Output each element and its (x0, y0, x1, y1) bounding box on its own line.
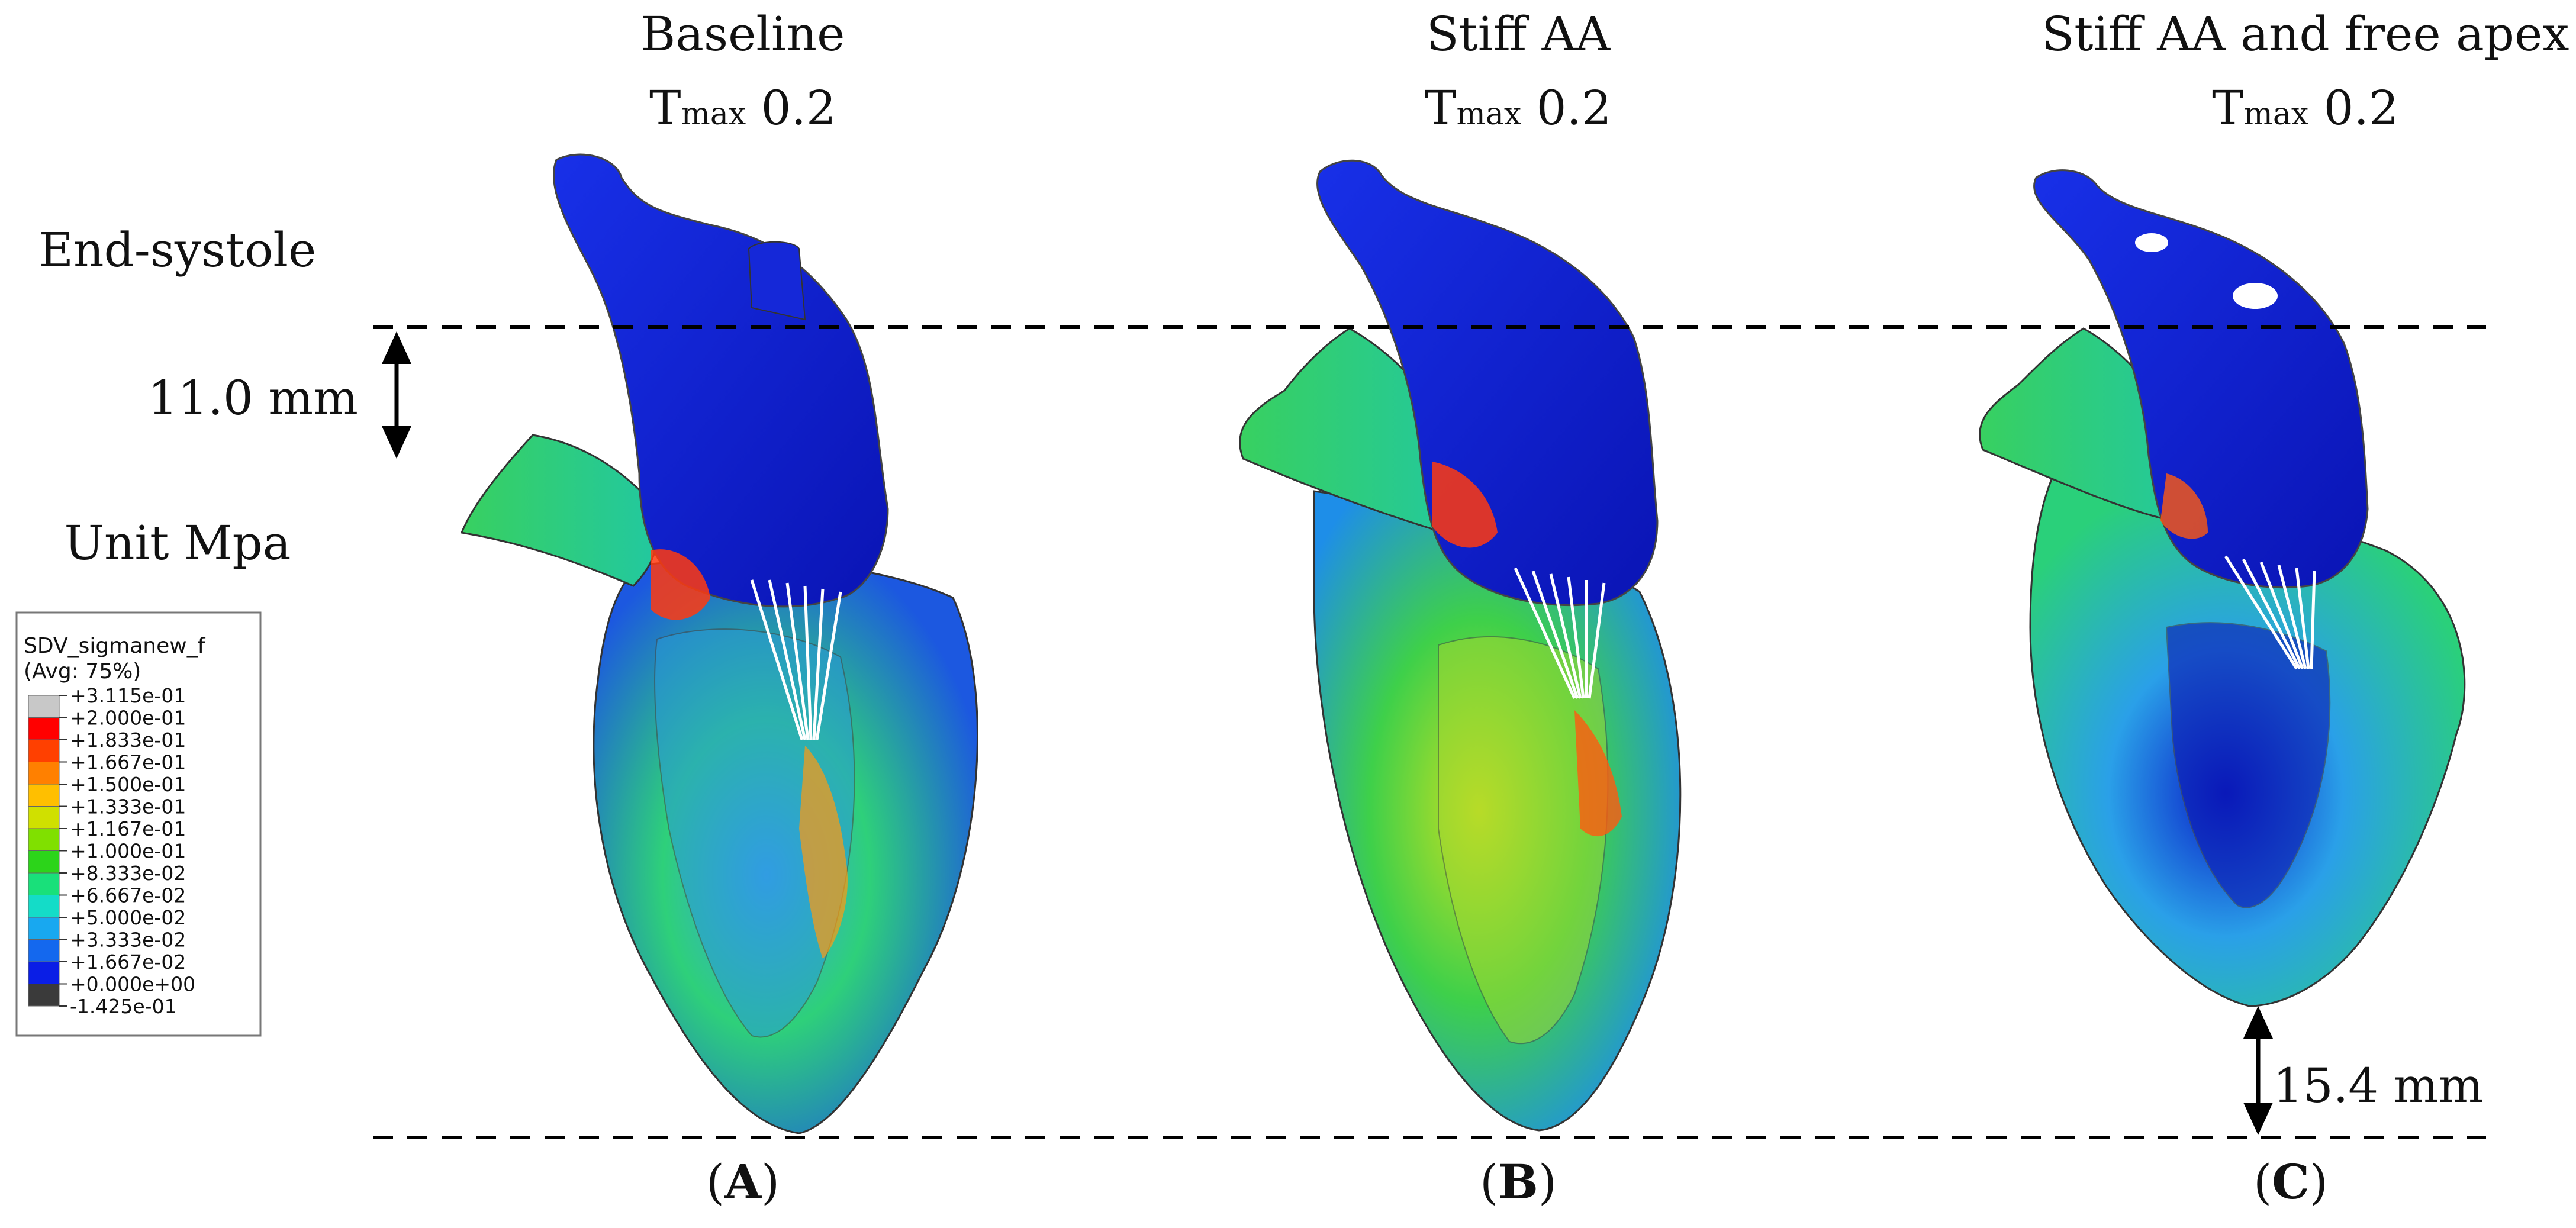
legend-label-7: +1.000e-01 (70, 840, 186, 863)
panel-label-0: (A) (706, 1154, 780, 1210)
legend-swatch-10 (28, 917, 60, 940)
legend-label-1: +2.000e-01 (70, 707, 186, 730)
panel-subtitle-2: Tmax 0.2 (2212, 80, 2399, 136)
heart-b-septal-hot (1574, 710, 1622, 837)
heart-a-aortic-branch (748, 241, 806, 321)
heart-a-chordae (750, 579, 842, 740)
tmax-value: 0.2 (2308, 80, 2399, 136)
legend-label-12: +1.667e-02 (70, 950, 186, 974)
heart-c-aorta (2033, 169, 2369, 589)
panel-label-open: ( (1480, 1155, 1498, 1210)
legend-swatch-3 (28, 762, 60, 785)
heart-c-inner-wall (2165, 622, 2331, 908)
bottom-arrow-head-down (2243, 1103, 2273, 1135)
legend-swatch-1 (28, 717, 60, 740)
heart-a-hotspot (651, 549, 710, 620)
top-measurement: 11.0 mm (148, 331, 411, 459)
legend-swatch-4 (28, 784, 60, 807)
legend-label-13: +0.000e+00 (70, 973, 195, 996)
legend-swatch-5 (28, 806, 60, 829)
unit-label: Unit Mpa (65, 515, 291, 571)
panel-label-close: ) (2310, 1155, 2328, 1210)
legend-label-2: +1.833e-01 (70, 729, 186, 752)
panel-title-1: Stiff AA (1427, 7, 1611, 62)
stress-legend: SDV_sigmanew_f (Avg: 75%) +3.115e-01+2.0… (15, 611, 262, 1037)
tmax-symbol: T (1425, 80, 1456, 136)
legend-swatch-0 (28, 695, 60, 718)
legend-swatch-2 (28, 739, 60, 762)
panel-subtitle-0: Tmax 0.2 (649, 80, 836, 136)
heart-c-chordae (2224, 555, 2316, 670)
heart-model-c (1979, 169, 2466, 1007)
panel-subtitle-1: Tmax 0.2 (1425, 80, 1612, 136)
heart-a-aorta (553, 153, 889, 608)
heart-c-hotspot (2160, 473, 2208, 539)
legend-label-0: +3.115e-01 (70, 684, 186, 707)
legend-label-4: +1.500e-01 (70, 773, 186, 796)
top-arrow-head-down (382, 426, 411, 459)
heart-b-chordae (1514, 567, 1606, 700)
legend-label-3: +1.667e-01 (70, 751, 186, 774)
panel-label-letter: C (2272, 1154, 2310, 1210)
bottom-measurement: 15.4 mm (2243, 1006, 2483, 1135)
legend-swatch-8 (28, 872, 60, 895)
legend-swatch-7 (28, 850, 60, 874)
heart-b-aorta (1316, 159, 1659, 607)
legend-title: SDV_sigmanew_f (24, 634, 206, 658)
legend-swatch-13 (28, 984, 60, 1007)
tmax-value: 0.2 (746, 80, 836, 136)
top-arrow-head-up (382, 331, 411, 364)
panel-title-0: Baseline (641, 7, 845, 62)
tmax-value: 0.2 (1521, 80, 1612, 136)
heart-b-inner-wall (1438, 636, 1609, 1045)
legend-label-14: -1.425e-01 (70, 995, 177, 1018)
panel-label-1: (B) (1480, 1154, 1557, 1210)
heart-c-aorta-hole-2 (2233, 283, 2278, 309)
bottom-measurement-label: 15.4 mm (2273, 1058, 2483, 1113)
heart-model-a (460, 153, 978, 1134)
legend-label-9: +6.667e-02 (70, 884, 186, 907)
phase-label: End-systole (39, 223, 317, 278)
legend-swatch-6 (28, 828, 60, 851)
heart-model-b (1239, 159, 1682, 1132)
panel-label-letter: B (1498, 1154, 1538, 1210)
heart-a-flap (460, 434, 660, 587)
tmax-subscript: max (2244, 96, 2309, 132)
panel-label-close: ) (761, 1155, 780, 1210)
legend-label-6: +1.167e-01 (70, 817, 186, 840)
legend-label-5: +1.333e-01 (70, 795, 186, 818)
panel-title-2: Stiff AA and free apex (2042, 7, 2569, 62)
heart-c-aorta-hole-1 (2135, 233, 2168, 252)
legend-swatch-11 (28, 939, 60, 962)
heart-a-septal-hot (799, 746, 848, 959)
top-measurement-label: 11.0 mm (148, 370, 358, 426)
heart-b-hotspot (1432, 462, 1498, 548)
legend-swatch-9 (28, 895, 60, 918)
panel-label-open: ( (2253, 1155, 2272, 1210)
panel-label-2: (C) (2253, 1154, 2328, 1210)
legend-label-8: +8.333e-02 (70, 862, 186, 885)
tmax-symbol: T (2212, 80, 2243, 136)
bottom-arrow-head-up (2243, 1006, 2273, 1039)
legend-subtitle: (Avg: 75%) (24, 659, 141, 684)
panel-label-open: ( (706, 1155, 724, 1210)
panel-label-close: ) (1538, 1155, 1557, 1210)
tmax-symbol: T (649, 80, 681, 136)
legend-swatch-12 (28, 961, 60, 984)
legend-label-10: +5.000e-02 (70, 906, 186, 929)
legend-label-11: +3.333e-02 (70, 929, 186, 952)
panel-label-letter: A (724, 1154, 762, 1210)
tmax-subscript: max (681, 96, 746, 132)
tmax-subscript: max (1457, 96, 1522, 132)
